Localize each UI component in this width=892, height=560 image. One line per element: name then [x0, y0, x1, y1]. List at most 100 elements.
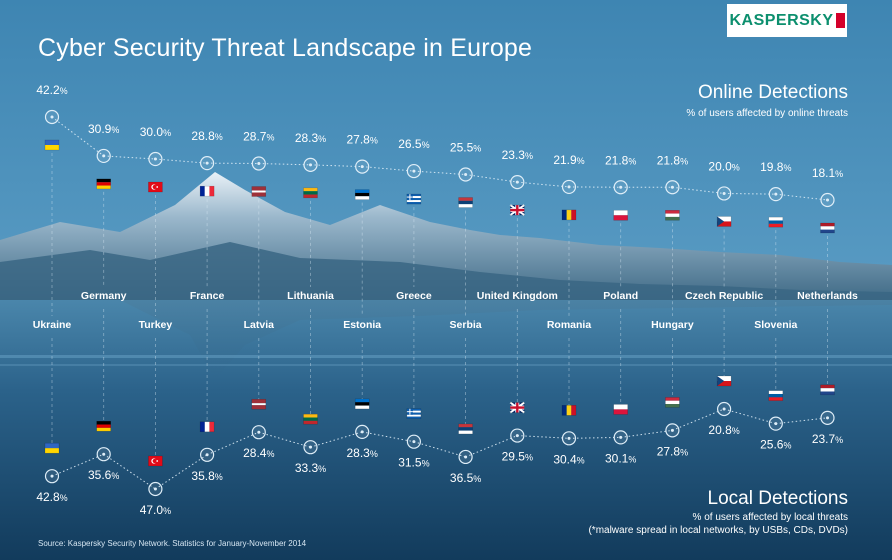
local-flag-lithuania: [303, 413, 318, 425]
country-label: Czech Republic: [685, 290, 763, 302]
local-value-label: 29.5%: [502, 450, 533, 464]
local-value-label: 35.8%: [191, 469, 222, 483]
local-point-center: [464, 455, 468, 459]
local-flag-latvia: [251, 398, 267, 410]
country-label: Lithuania: [287, 290, 334, 302]
local-value-label: 20.8%: [708, 423, 739, 437]
local-point-center: [309, 445, 312, 449]
local-trend-segment: [258, 431, 311, 448]
local-point-center: [722, 407, 726, 411]
online-value-label: 30.0%: [140, 125, 171, 139]
local-flag-czech-republic: [716, 375, 732, 387]
country-label: Serbia: [450, 319, 482, 331]
local-point-center: [567, 436, 571, 440]
online-flag-france: [199, 185, 215, 197]
online-flag-ukraine: [44, 139, 60, 151]
online-flag-poland: [613, 210, 628, 221]
online-point-center: [774, 192, 778, 196]
online-flag-slovenia: [768, 216, 784, 228]
online-value-label: 30.9%: [88, 122, 119, 136]
local-value-label: 27.8%: [657, 444, 688, 458]
local-flag-germany: [96, 420, 111, 432]
local-point-center: [515, 434, 519, 438]
country-label: Slovenia: [754, 319, 797, 331]
local-flag-ukraine: [44, 442, 60, 454]
local-trend-segment: [672, 408, 725, 431]
country-label: Ukraine: [33, 319, 72, 331]
country-label: Germany: [81, 290, 127, 302]
country-label: Hungary: [651, 319, 694, 331]
online-flag-hungary: [665, 210, 680, 221]
local-point-center: [412, 440, 416, 444]
online-point-center: [464, 173, 468, 177]
online-trend-segment: [310, 164, 363, 168]
online-point-center: [205, 161, 209, 165]
local-value-label: 33.3%: [295, 461, 326, 475]
online-flag-germany: [96, 178, 111, 190]
local-trend-segment: [206, 431, 260, 456]
local-flag-hungary: [665, 397, 680, 408]
local-flag-serbia: [458, 423, 473, 435]
country-label: United Kingdom: [477, 290, 558, 302]
country-label: Netherlands: [797, 290, 858, 302]
local-point-center: [670, 428, 674, 432]
local-trend-segment: [517, 435, 570, 439]
online-value-label: 18.1%: [812, 166, 843, 180]
page-title: Cyber Security Threat Landscape in Europ…: [38, 34, 533, 62]
local-point-center: [619, 435, 623, 439]
local-flag-poland: [613, 404, 628, 415]
local-point-center: [205, 453, 209, 457]
local-value-label: 30.4%: [553, 452, 584, 466]
local-value-label: 35.6%: [88, 468, 119, 482]
local-point-center: [257, 430, 261, 434]
online-flag-latvia: [251, 186, 267, 197]
online-value-label: 19.8%: [760, 160, 791, 174]
local-value-label: 42.8%: [36, 490, 67, 504]
source-note: Source: Kaspersky Security Network. Stat…: [38, 539, 307, 548]
online-point-center: [153, 157, 157, 161]
local-flag-slovenia: [768, 390, 784, 401]
online-flag-united-kingdom: [509, 204, 525, 216]
local-point-center: [360, 430, 364, 434]
online-detections-subtitle: % of users affected by online threats: [686, 108, 848, 119]
country-label: Greece: [396, 290, 432, 302]
local-detections-subtitle: % of users affected by local threats: [692, 512, 848, 523]
country-label: France: [190, 290, 225, 302]
country-label: Turkey: [139, 319, 173, 331]
online-trend-segment: [362, 166, 414, 172]
online-trend-segment: [672, 186, 725, 194]
local-flag-united-kingdom: [509, 401, 525, 414]
online-flag-lithuania: [303, 187, 318, 199]
online-point-center: [722, 191, 726, 195]
online-flag-serbia: [458, 197, 473, 208]
online-value-label: 26.5%: [398, 137, 429, 151]
online-flag-netherlands: [820, 222, 835, 234]
online-trend-segment: [724, 192, 776, 195]
online-value-label: 28.3%: [295, 131, 326, 145]
local-trend-segment: [362, 431, 414, 443]
local-trend-segment: [51, 453, 104, 477]
online-flag-czech-republic: [716, 216, 732, 227]
online-point-center: [360, 165, 364, 169]
online-point-center: [257, 161, 261, 165]
online-value-label: 28.7%: [243, 129, 274, 143]
kaspersky-logo: KASPERSKY: [727, 4, 847, 37]
local-point-center: [153, 487, 157, 491]
local-flag-netherlands: [820, 384, 835, 396]
logo-lab-mark: [835, 13, 845, 28]
online-trend-segment: [155, 158, 208, 164]
local-detections-note: (*malware spread in local networks, by U…: [588, 525, 848, 536]
online-value-label: 25.5%: [450, 141, 481, 155]
local-point-center: [826, 416, 829, 420]
online-trend-segment: [413, 170, 466, 176]
online-point-center: [567, 185, 571, 189]
local-trend-segment: [775, 417, 828, 425]
local-point-center: [102, 452, 106, 456]
country-label: Latvia: [244, 319, 275, 331]
online-flag-greece: [406, 193, 422, 205]
online-value-label: 21.9%: [553, 153, 584, 167]
online-value-label: 23.3%: [502, 148, 533, 162]
online-point-center: [670, 185, 674, 189]
